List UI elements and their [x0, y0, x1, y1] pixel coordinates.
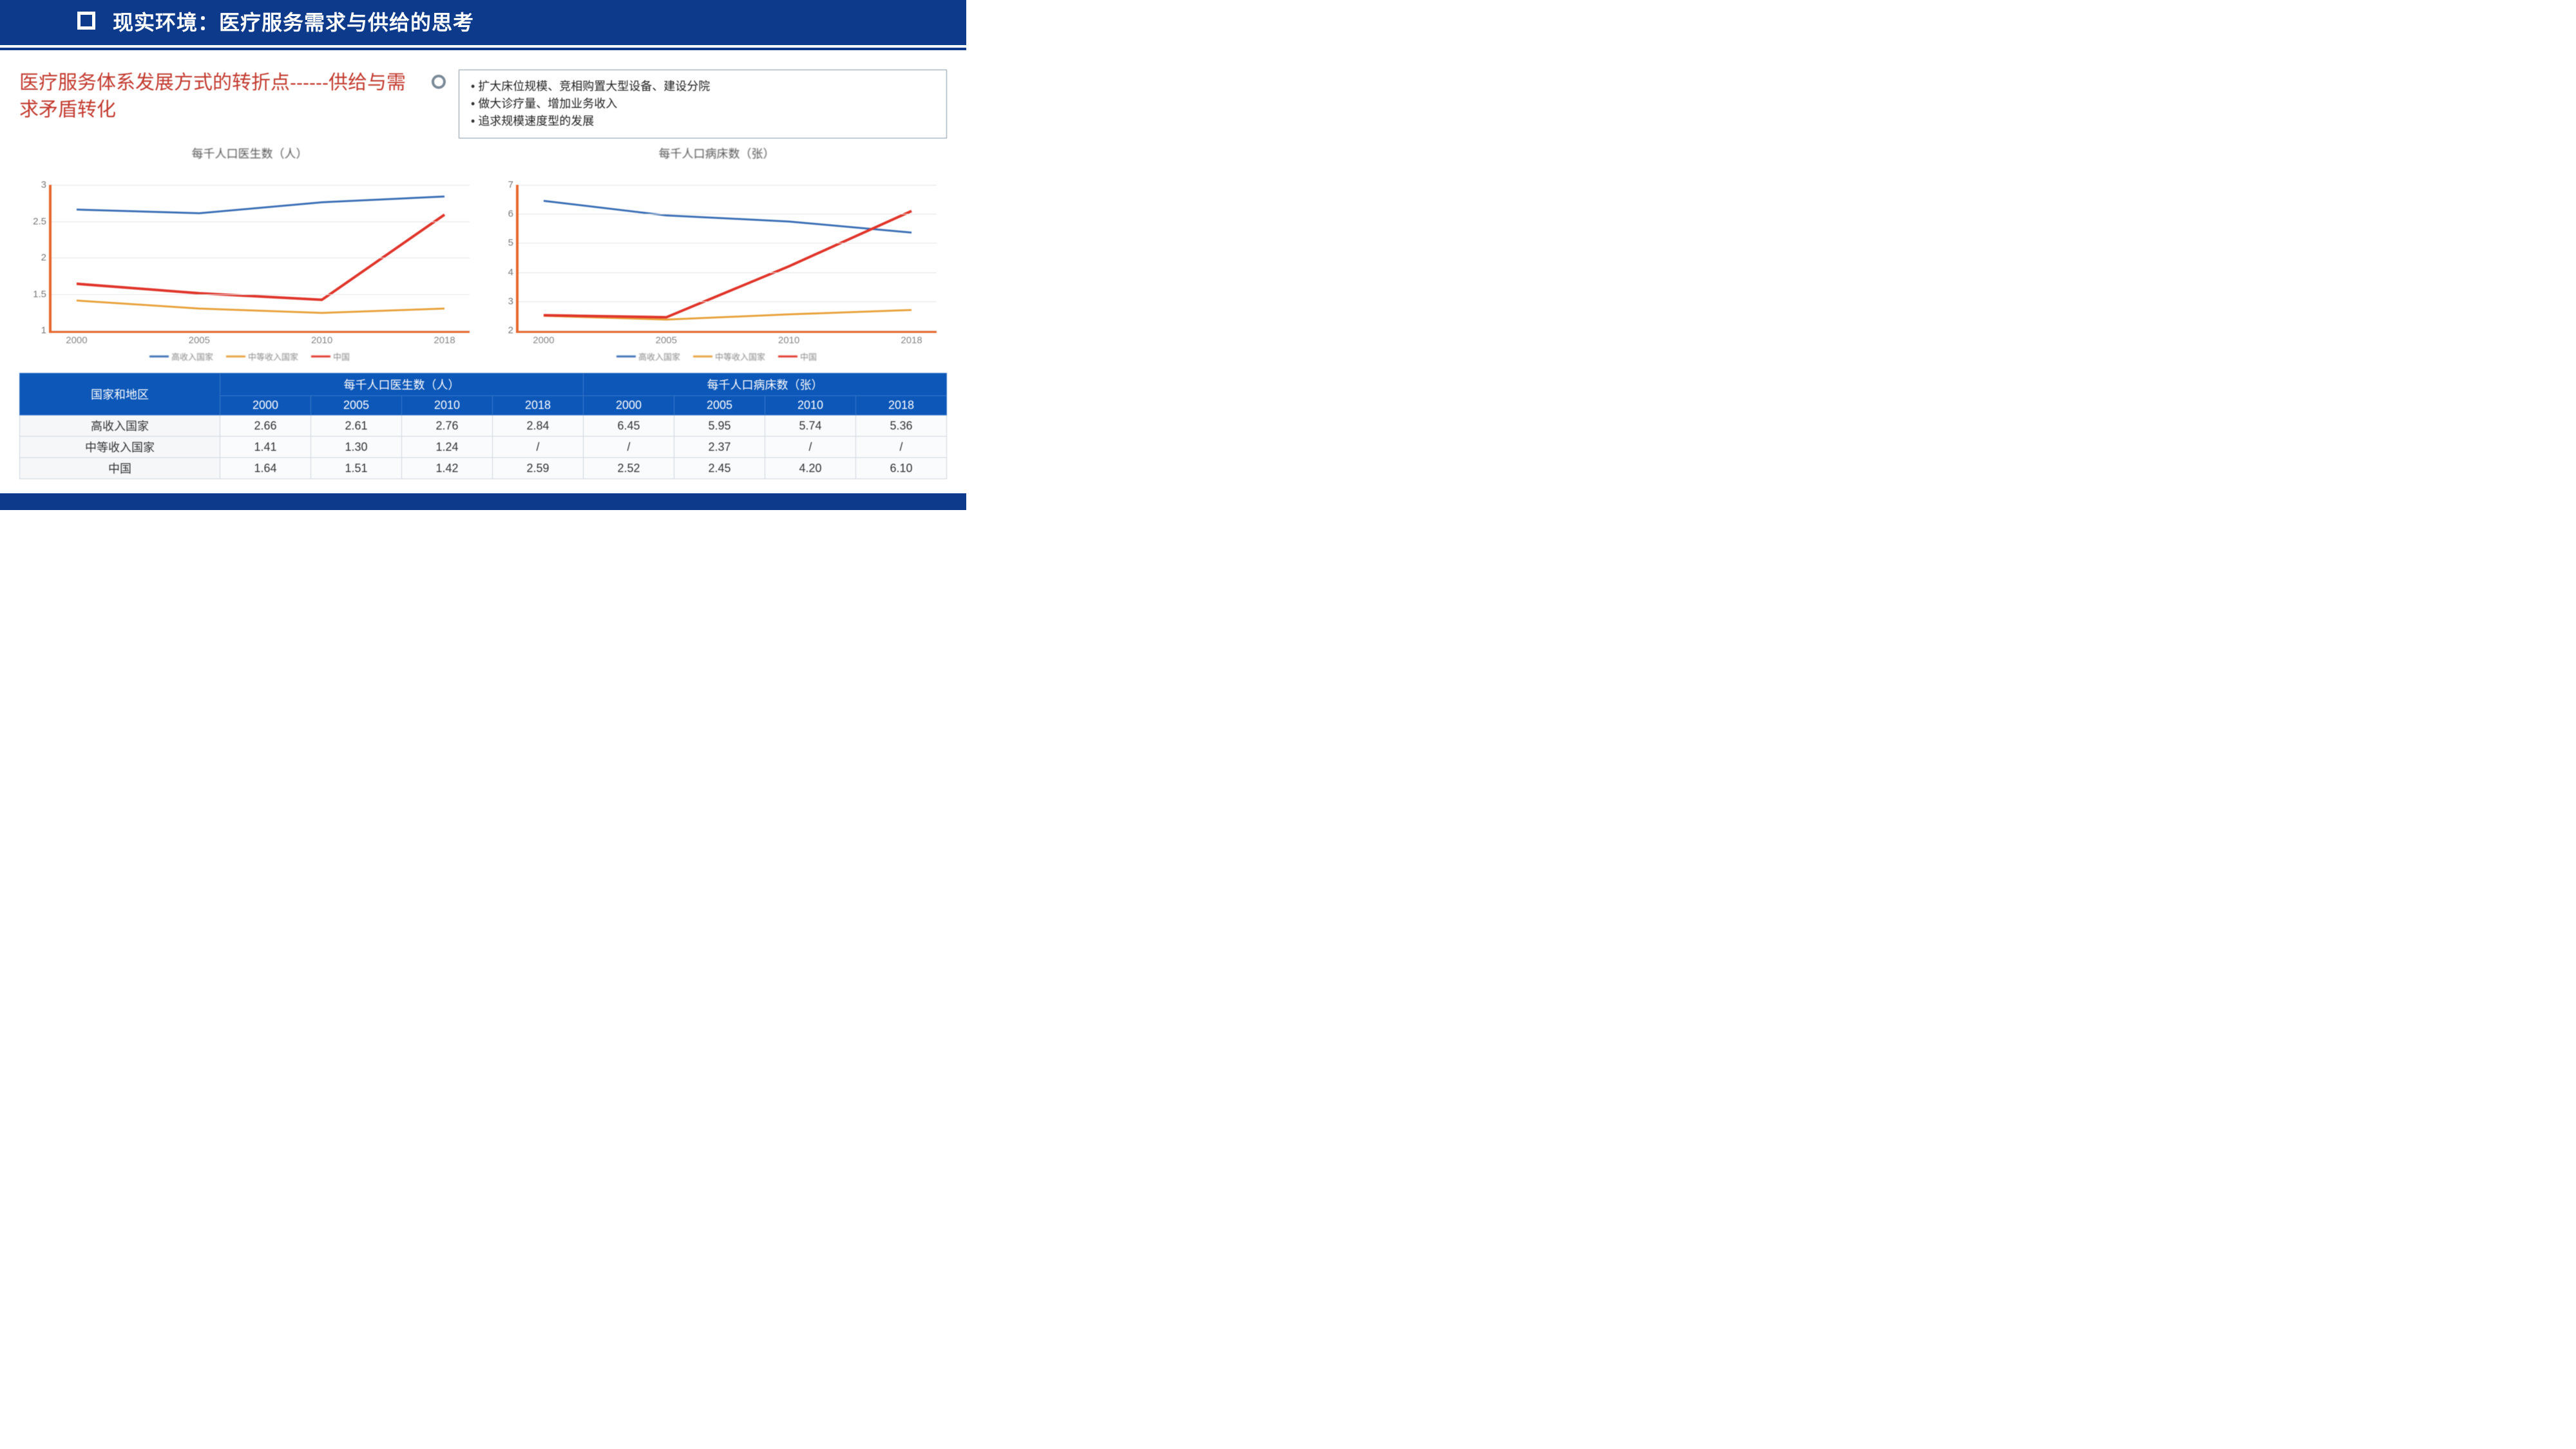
- x-tick-label: 2005: [189, 335, 210, 346]
- legend-item: 中等收入国家: [693, 350, 765, 363]
- subtitle: 医疗服务体系发展方式的转折点------供给与需求矛盾转化: [19, 70, 419, 124]
- series-line: [77, 196, 444, 213]
- table-cell: 2.37: [674, 437, 765, 458]
- table-row: 高收入国家2.662.612.762.846.455.955.745.36: [20, 415, 947, 437]
- table-cell: 6.45: [583, 415, 674, 437]
- table-body: 高收入国家2.662.612.762.846.455.955.745.36中等收…: [20, 415, 947, 479]
- table-cell: 2.76: [401, 415, 492, 437]
- header: 现实环境：医疗服务需求与供给的思考: [0, 0, 966, 48]
- table-cell: 2.45: [674, 458, 765, 479]
- legend-item: 中等收入国家: [226, 350, 298, 363]
- table-cell: 2.52: [583, 458, 674, 479]
- y-tick-label: 3: [490, 296, 513, 307]
- table-row: 中等收入国家1.411.301.24//2.37//: [20, 437, 947, 458]
- table-cell: 1.51: [310, 458, 401, 479]
- y-tick-label: 3: [23, 180, 46, 191]
- x-tick-label: 2018: [434, 335, 455, 346]
- x-tick-label: 2010: [311, 335, 332, 346]
- x-tick-label: 2005: [656, 335, 677, 346]
- x-tick-label: 2010: [778, 335, 799, 346]
- legend-item: 高收入国家: [149, 350, 213, 363]
- y-tick-label: 6: [490, 209, 513, 220]
- table-row: 中国1.641.511.422.592.522.454.206.10: [20, 458, 947, 479]
- series-line: [544, 310, 911, 319]
- table-cell: 1.24: [401, 437, 492, 458]
- table-cell: 5.36: [855, 415, 946, 437]
- table-cell: 2.66: [220, 415, 310, 437]
- chart-area: 11.522.532000200520102018: [49, 185, 470, 333]
- bullet-item: 扩大床位规模、竞相购置大型设备、建设分院: [471, 78, 935, 95]
- row-label: 高收入国家: [20, 415, 220, 437]
- bullet-box: 扩大床位规模、竞相购置大型设备、建设分院 做大诊疗量、增加业务收入 追求规模速度…: [459, 70, 947, 138]
- table-group-header: 每千人口医生数（人）: [220, 374, 583, 396]
- y-tick-label: 5: [490, 238, 513, 249]
- series-line: [77, 301, 444, 313]
- y-tick-label: 1.5: [23, 289, 46, 299]
- table-cell: 1.41: [220, 437, 310, 458]
- y-tick-label: 2.5: [23, 216, 46, 227]
- data-table: 国家和地区 每千人口医生数（人） 每千人口病床数（张） 200020052010…: [19, 373, 947, 479]
- chart-title: 每千人口病床数（张）: [490, 145, 943, 162]
- chart-title: 每千人口医生数（人）: [23, 145, 476, 162]
- table-cell: 1.42: [401, 458, 492, 479]
- y-tick-label: 2: [23, 252, 46, 263]
- x-tick-label: 2018: [901, 335, 922, 346]
- table-cell: /: [855, 437, 946, 458]
- legend-item: 中国: [311, 350, 350, 363]
- y-tick-label: 1: [23, 325, 46, 336]
- table-cell: 1.30: [310, 437, 401, 458]
- table-cell: /: [492, 437, 583, 458]
- table-head: 国家和地区 每千人口医生数（人） 每千人口病床数（张） 200020052010…: [20, 374, 947, 415]
- y-tick-label: 2: [490, 325, 513, 336]
- table-cell: 2.84: [492, 415, 583, 437]
- charts-row: 每千人口医生数（人） 11.522.532000200520102018 高收入…: [19, 142, 947, 365]
- x-tick-label: 2000: [533, 335, 554, 346]
- table-cell: 4.20: [765, 458, 855, 479]
- table-cell: 2.59: [492, 458, 583, 479]
- legend-item: 中国: [778, 350, 817, 363]
- table-cell: 2.61: [310, 415, 401, 437]
- chart-svg: [519, 185, 937, 330]
- table-cell: 5.74: [765, 415, 855, 437]
- content: 医疗服务体系发展方式的转折点------供给与需求矛盾转化 扩大床位规模、竞相购…: [0, 50, 966, 486]
- table-subheader: 2010: [765, 396, 855, 415]
- table-subheader: 2000: [583, 396, 674, 415]
- table-subheader: 2005: [310, 396, 401, 415]
- chart-area: 2345672000200520102018: [516, 185, 937, 333]
- table-subheader: 2018: [492, 396, 583, 415]
- connector-circle-icon: [432, 75, 446, 89]
- row-label: 中等收入国家: [20, 437, 220, 458]
- table-subheader: 2000: [220, 396, 310, 415]
- bullet-item: 追求规模速度型的发展: [471, 113, 935, 130]
- page-title: 现实环境：医疗服务需求与供给的思考: [113, 6, 940, 36]
- series-line: [544, 201, 911, 232]
- table-corner: 国家和地区: [20, 374, 220, 415]
- footer-bar: [0, 493, 966, 510]
- bullet-item: 做大诊疗量、增加业务收入: [471, 95, 935, 113]
- table-cell: 1.64: [220, 458, 310, 479]
- header-bullet-icon: [77, 12, 95, 30]
- chart-legend: 高收入国家中等收入国家中国: [490, 350, 943, 363]
- y-tick-label: 4: [490, 267, 513, 278]
- subtitle-row: 医疗服务体系发展方式的转折点------供给与需求矛盾转化 扩大床位规模、竞相购…: [19, 70, 947, 138]
- row-label: 中国: [20, 458, 220, 479]
- table-cell: /: [765, 437, 855, 458]
- table-subheader: 2018: [855, 396, 946, 415]
- x-tick-label: 2000: [66, 335, 87, 346]
- chart-legend: 高收入国家中等收入国家中国: [23, 350, 476, 363]
- table-group-header: 每千人口病床数（张）: [583, 374, 946, 396]
- table-cell: /: [583, 437, 674, 458]
- y-tick-label: 7: [490, 180, 513, 191]
- chart-beds: 每千人口病床数（张） 2345672000200520102018 高收入国家中…: [486, 142, 947, 365]
- table-subheader: 2005: [674, 396, 765, 415]
- chart-doctors: 每千人口医生数（人） 11.522.532000200520102018 高收入…: [19, 142, 480, 365]
- table-cell: 6.10: [855, 458, 946, 479]
- legend-item: 高收入国家: [616, 350, 680, 363]
- table-cell: 5.95: [674, 415, 765, 437]
- table-subheader: 2010: [401, 396, 492, 415]
